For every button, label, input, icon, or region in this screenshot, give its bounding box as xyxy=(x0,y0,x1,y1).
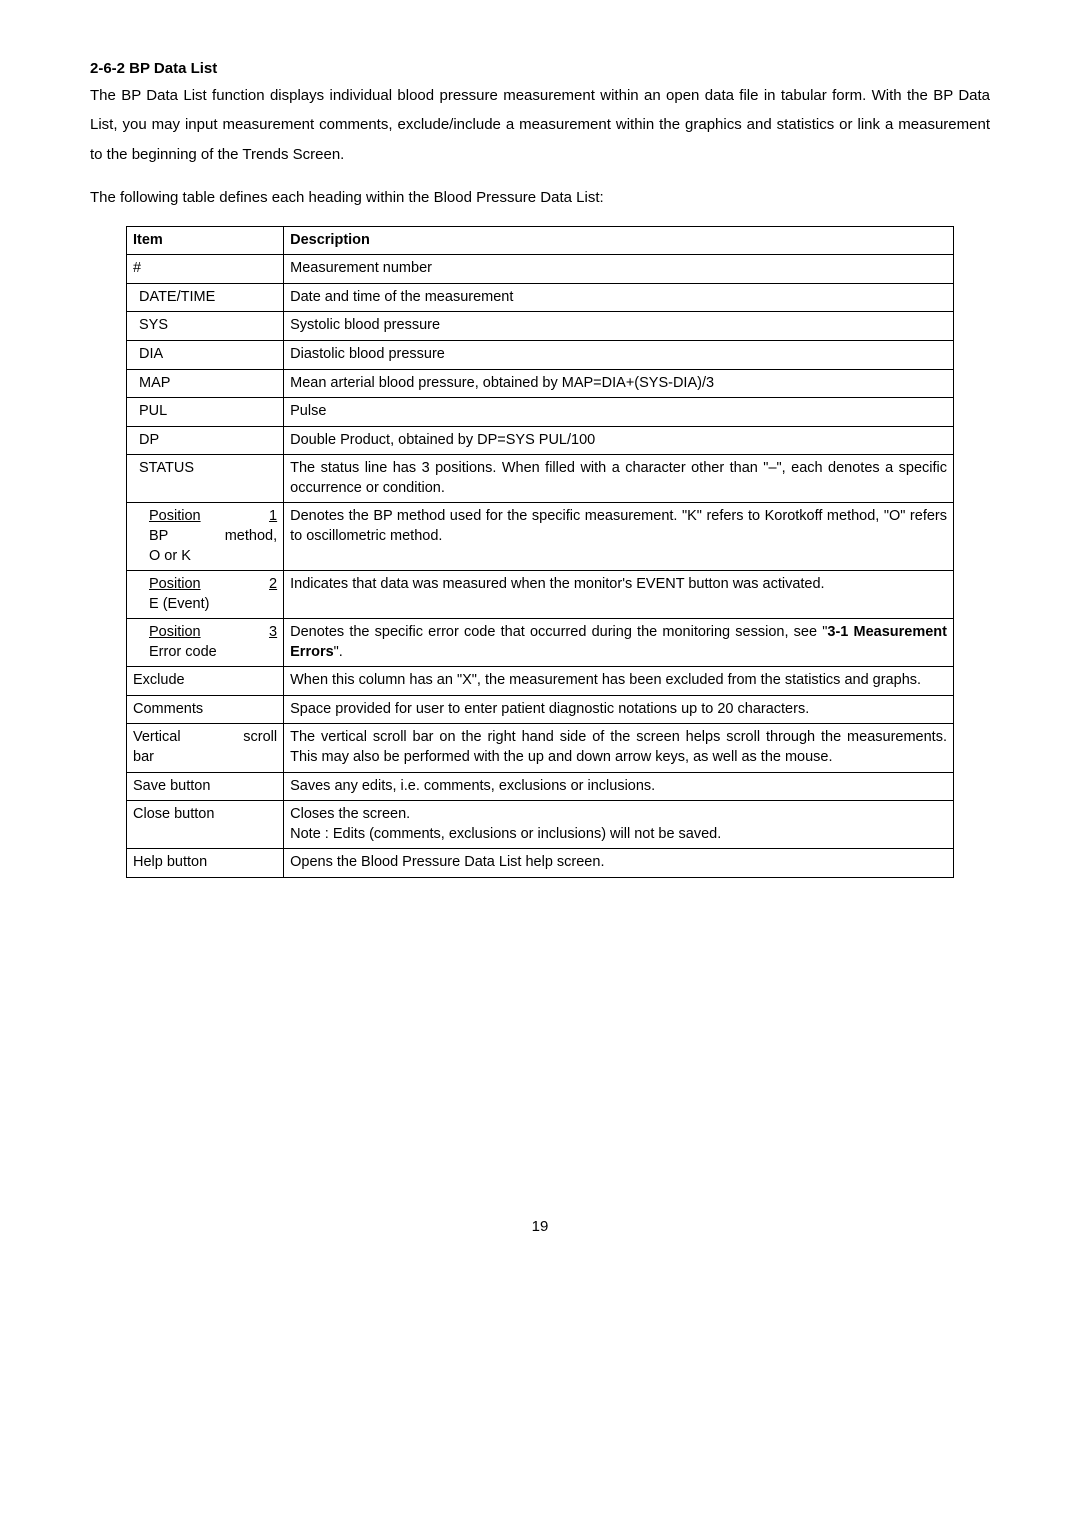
close-line-b: Note : Edits (comments, exclusions or in… xyxy=(290,825,947,845)
cell-desc: Denotes the specific error code that occ… xyxy=(284,619,954,667)
section-heading: 2-6-2 BP Data List xyxy=(90,60,990,77)
definitions-table: Item Description # Measurement number DA… xyxy=(126,226,954,878)
cell-desc: The vertical scroll bar on the right han… xyxy=(284,724,954,772)
header-item: Item xyxy=(127,226,284,255)
table-row: Comments Space provided for user to ente… xyxy=(127,695,954,724)
cell-item: STATUS xyxy=(127,455,284,503)
pos-label-b: 2 xyxy=(269,575,277,595)
cell-desc: Space provided for user to enter patient… xyxy=(284,695,954,724)
cell-item: Help button xyxy=(127,849,284,878)
table-row: Verticalscroll bar The vertical scroll b… xyxy=(127,724,954,772)
cell-desc: Double Product, obtained by DP=SYS PUL/1… xyxy=(284,426,954,455)
desc-part-a: Denotes the specific error code that occ… xyxy=(290,624,827,640)
table-row: DATE/TIME Date and time of the measureme… xyxy=(127,283,954,312)
cell-item: Save button xyxy=(127,772,284,801)
desc-part-b: ". xyxy=(334,644,343,660)
pos-label-a: Position xyxy=(149,507,201,527)
table-row: SYS Systolic blood pressure xyxy=(127,312,954,341)
cell-item: # xyxy=(127,255,284,284)
table-row: MAP Mean arterial blood pressure, obtain… xyxy=(127,369,954,398)
cell-item: Verticalscroll bar xyxy=(127,724,284,772)
table-row: Position 3 Error code Denotes the specif… xyxy=(127,619,954,667)
cell-desc: Diastolic blood pressure xyxy=(284,341,954,370)
pos-sub2: O or K xyxy=(149,548,191,564)
table-header-row: Item Description xyxy=(127,226,954,255)
cell-desc: Indicates that data was measured when th… xyxy=(284,571,954,619)
table-row: Save button Saves any edits, i.e. commen… xyxy=(127,772,954,801)
close-line-a: Closes the screen. xyxy=(290,805,947,825)
cell-desc: Opens the Blood Pressure Data List help … xyxy=(284,849,954,878)
table-row: # Measurement number xyxy=(127,255,954,284)
cell-desc: Saves any edits, i.e. comments, exclusio… xyxy=(284,772,954,801)
table-row: STATUS The status line has 3 positions. … xyxy=(127,455,954,503)
cell-item: Position 3 Error code xyxy=(127,619,284,667)
pos-sub: E (Event) xyxy=(149,596,209,612)
cell-item: PUL xyxy=(127,398,284,427)
header-description: Description xyxy=(284,226,954,255)
cell-item: Exclude xyxy=(127,667,284,696)
table-row: Position 2 E (Event) Indicates that data… xyxy=(127,571,954,619)
table-row: Close button Closes the screen. Note : E… xyxy=(127,801,954,849)
cell-desc: Denotes the BP method used for the speci… xyxy=(284,503,954,571)
cell-item: Comments xyxy=(127,695,284,724)
cell-desc: When this column has an "X", the measure… xyxy=(284,667,954,696)
cell-item: DIA xyxy=(127,341,284,370)
cell-desc: Date and time of the measurement xyxy=(284,283,954,312)
table-row: Position 1 BPmethod, O or K Denotes the … xyxy=(127,503,954,571)
pos-label-a: Position xyxy=(149,575,201,595)
pos-sub: Error code xyxy=(149,644,217,660)
pos-label-b: 3 xyxy=(269,623,277,643)
table-row: PUL Pulse xyxy=(127,398,954,427)
intro-paragraph: The BP Data List function displays indiv… xyxy=(90,81,990,169)
pos-sub: BPmethod, xyxy=(149,527,277,547)
table-row: Exclude When this column has an "X", the… xyxy=(127,667,954,696)
cell-item: DATE/TIME xyxy=(127,283,284,312)
pos-label-a: Position xyxy=(149,623,201,643)
cell-desc: Systolic blood pressure xyxy=(284,312,954,341)
table-row: DP Double Product, obtained by DP=SYS PU… xyxy=(127,426,954,455)
cell-item: Close button xyxy=(127,801,284,849)
pos-label-b: 1 xyxy=(269,507,277,527)
cell-item: Position 1 BPmethod, O or K xyxy=(127,503,284,571)
cell-desc: The status line has 3 positions. When fi… xyxy=(284,455,954,503)
cell-item: Position 2 E (Event) xyxy=(127,571,284,619)
page-number: 19 xyxy=(90,1218,990,1235)
cell-item: MAP xyxy=(127,369,284,398)
table-intro: The following table defines each heading… xyxy=(90,189,990,206)
table-row: Help button Opens the Blood Pressure Dat… xyxy=(127,849,954,878)
cell-desc: Mean arterial blood pressure, obtained b… xyxy=(284,369,954,398)
cell-desc: Measurement number xyxy=(284,255,954,284)
cell-desc: Closes the screen. Note : Edits (comment… xyxy=(284,801,954,849)
table-row: DIA Diastolic blood pressure xyxy=(127,341,954,370)
cell-item: SYS xyxy=(127,312,284,341)
cell-item: DP xyxy=(127,426,284,455)
cell-desc: Pulse xyxy=(284,398,954,427)
